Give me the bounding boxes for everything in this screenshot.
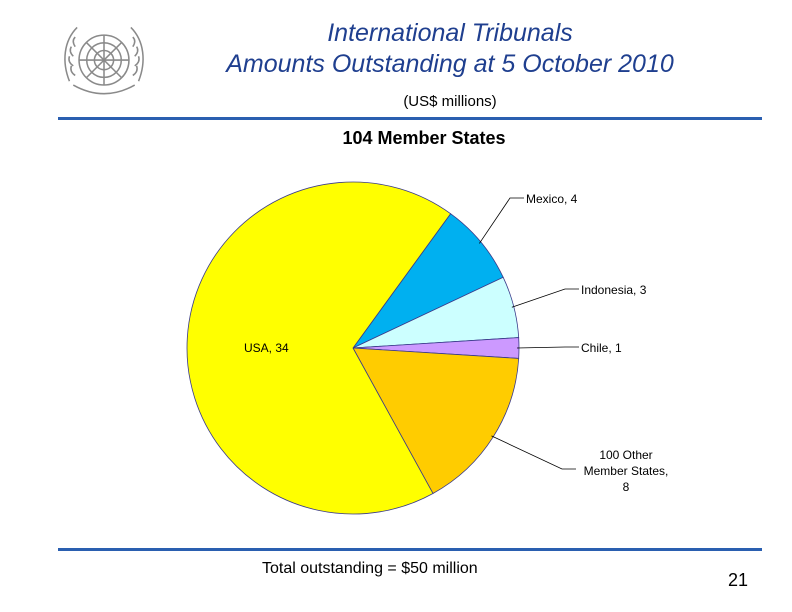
leader-line-mexico <box>479 197 524 244</box>
pie-chart: Mexico, 4 Indonesia, 3 Chile, 1 100 Other Me… <box>186 181 669 515</box>
title-line-2: Amounts Outstanding at 5 October 2010 <box>226 50 674 78</box>
leader-line-chile <box>516 346 579 349</box>
total-outstanding-note: Total outstanding = $50 million <box>262 560 478 577</box>
slide-title: International Tribunals Amounts Outstand… <box>150 18 750 80</box>
slice-label-usa: USA, 34 <box>244 341 289 355</box>
bottom-divider <box>58 548 762 551</box>
chart-title: 104 Member States <box>342 128 506 148</box>
slice-label-100-other-member-states: 100 Other Member States, 8 <box>584 448 669 494</box>
pie-slice-usa <box>186 181 452 515</box>
page-number: 21 <box>728 570 749 590</box>
slice-label-mexico: Mexico, 4 <box>526 192 578 206</box>
un-emblem-icon <box>64 26 144 95</box>
slide-subtitle: (US$ millions) <box>403 93 497 110</box>
leader-line-indonesia <box>511 288 579 308</box>
slice-label-indonesia: Indonesia, 3 <box>581 283 647 297</box>
top-divider <box>58 117 762 120</box>
leader-line-100-other-member-states <box>491 435 576 470</box>
title-line-1: International Tribunals <box>327 19 573 47</box>
slice-label-chile: Chile, 1 <box>581 341 622 355</box>
